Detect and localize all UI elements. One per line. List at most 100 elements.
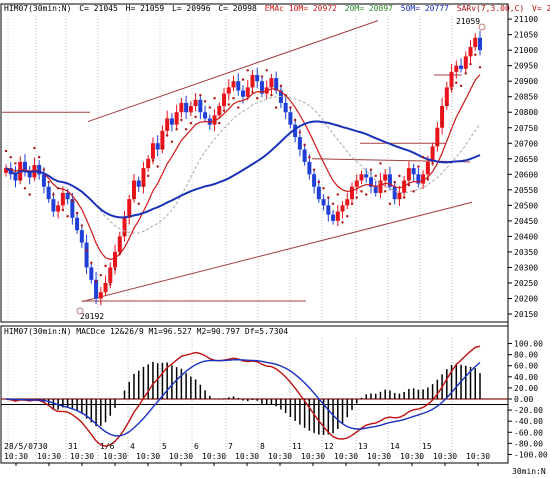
- sar-dot: [218, 121, 221, 125]
- date-label: 14: [390, 442, 400, 451]
- sar-dot: [161, 146, 164, 150]
- date-label: 4: [130, 442, 135, 451]
- price-tick-label: 20950: [514, 62, 538, 71]
- candle-body: [340, 205, 345, 212]
- time-label: 10:30: [4, 452, 28, 461]
- sar-dot: [113, 267, 117, 271]
- sar-dot: [42, 168, 46, 171]
- sar-dot: [270, 93, 273, 97]
- sar-dot: [170, 140, 174, 143]
- sar-dot: [407, 183, 411, 187]
- time-label: 10:30: [103, 452, 127, 461]
- candle-body: [174, 112, 179, 125]
- sar-dot: [265, 69, 268, 72]
- sar-dot: [426, 177, 430, 181]
- candle-body: [302, 149, 307, 162]
- sar-dot: [175, 128, 178, 131]
- candle-body: [364, 174, 369, 178]
- high-marker: [478, 23, 486, 31]
- candle-body: [406, 168, 411, 181]
- sar-dot: [104, 264, 107, 268]
- macd-tick-label: 100.00: [514, 340, 543, 349]
- low-label: 20192: [80, 312, 104, 321]
- candle-body: [98, 292, 103, 299]
- date-label: 12: [324, 442, 334, 451]
- sar-dot: [94, 280, 98, 283]
- macd-header: HIM07(30min:N) MACDce 12&26/9 M1=96.527 …: [4, 327, 288, 336]
- price-tick-label: 20250: [514, 279, 538, 288]
- parabolic-sar: [4, 53, 482, 286]
- candle-body: [435, 127, 440, 147]
- candle-body: [416, 174, 421, 184]
- sar-dot: [246, 69, 249, 72]
- sar-dot: [308, 156, 311, 159]
- price-tick-label: 21000: [514, 46, 538, 55]
- candle-body: [274, 78, 279, 91]
- candle-body: [397, 192, 402, 200]
- time-label: 10:30: [202, 452, 226, 461]
- sar-dot: [47, 180, 50, 184]
- sar-dot: [37, 156, 41, 159]
- macd-tick-label: 40.00: [514, 373, 538, 382]
- price-tick-label: 21100: [514, 15, 538, 24]
- price-tick-label: 20200: [514, 294, 538, 303]
- price-tick-label: 20400: [514, 232, 538, 241]
- candle-body: [103, 282, 108, 293]
- sar-dot: [199, 93, 202, 97]
- date-label: 28/5/07: [4, 442, 38, 451]
- candle-body: [321, 199, 326, 206]
- candle-body: [425, 161, 430, 175]
- sar-dot: [445, 103, 449, 106]
- sar-dot: [213, 97, 216, 100]
- sar-dot: [14, 162, 17, 165]
- candle-body: [222, 93, 227, 107]
- candle-body: [37, 165, 42, 175]
- candle-body: [449, 71, 454, 88]
- date-label: 13: [358, 442, 368, 451]
- price-tick-label: 20850: [514, 93, 538, 102]
- sar-dot: [317, 180, 321, 184]
- candle-body: [307, 161, 312, 175]
- candle-body: [117, 236, 122, 252]
- sar-dot: [232, 97, 235, 100]
- candle-body: [89, 267, 94, 280]
- date-label: 7: [228, 442, 233, 451]
- sar-dot: [346, 215, 349, 218]
- sar-dot: [184, 128, 188, 131]
- sar-dot: [469, 62, 472, 66]
- sar-dot: [109, 283, 112, 286]
- candle-body: [255, 74, 260, 82]
- candle-body: [454, 65, 459, 72]
- sar-dot: [398, 174, 401, 178]
- candle-body: [169, 118, 174, 125]
- sar-dot: [128, 215, 131, 218]
- price-tick-label: 20750: [514, 124, 538, 133]
- sar-dot: [9, 156, 12, 159]
- sar-dot: [298, 131, 302, 134]
- sar-dot: [436, 143, 439, 147]
- sar-dot: [71, 199, 74, 202]
- candle-body: [46, 186, 51, 200]
- sar-dot: [208, 106, 212, 109]
- sar-dot: [23, 187, 27, 190]
- sar-dot: [369, 168, 373, 171]
- candle-body: [430, 146, 435, 162]
- candle-body: [193, 99, 198, 107]
- sar-dot: [474, 53, 477, 57]
- candle-body: [440, 106, 445, 128]
- macd-tick-label: -40.00: [514, 417, 543, 426]
- sar-dot: [421, 156, 425, 159]
- candle-body: [354, 180, 359, 187]
- price-tick-label: 20550: [514, 186, 538, 195]
- sar-dot: [19, 177, 22, 181]
- sar-dot: [75, 211, 79, 215]
- sar-dot: [80, 224, 84, 227]
- date-label: 11: [292, 442, 302, 451]
- sar-dot: [360, 190, 363, 193]
- sar-dot: [165, 134, 169, 137]
- sar-dot: [327, 196, 330, 199]
- sar-dot: [151, 159, 155, 162]
